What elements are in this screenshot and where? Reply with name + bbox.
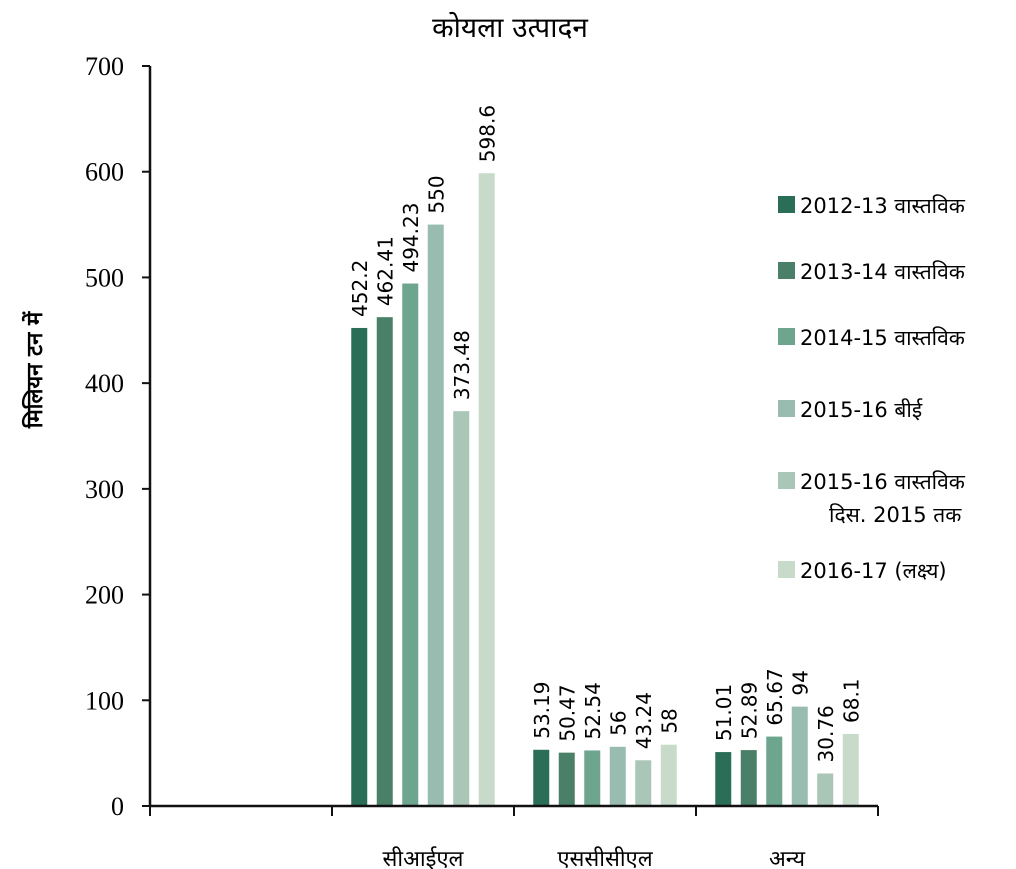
data-label: 68.1	[840, 678, 864, 723]
data-label: 53.19	[530, 682, 554, 739]
category-label: सीआईएल	[383, 846, 465, 869]
y-axis-ticks: 0 100 200 300 400 500 600 700	[85, 52, 152, 821]
data-label: 65.67	[763, 668, 787, 725]
bar	[453, 411, 470, 806]
category-label: अन्य	[769, 847, 806, 869]
bar	[635, 760, 652, 806]
data-label: 50.47	[556, 684, 580, 741]
data-label: 52.89	[738, 682, 762, 739]
bar	[402, 283, 419, 806]
legend-swatch	[778, 328, 795, 345]
data-label: 373.48	[450, 330, 474, 400]
bar	[842, 734, 859, 806]
y-tick-label: 600	[85, 158, 124, 187]
bars	[351, 173, 859, 807]
bar	[660, 744, 677, 806]
legend: 2012-13 वास्तविक 2013-14 वास्तविक 2014-15 …	[778, 194, 966, 583]
bar	[376, 317, 393, 806]
data-label: 51.01	[712, 684, 736, 741]
legend-label: 2013-14 वास्तविक	[800, 260, 966, 284]
bar	[715, 752, 732, 806]
legend-swatch	[778, 196, 795, 213]
y-tick-label: 200	[85, 581, 124, 610]
data-label: 494.23	[399, 203, 423, 273]
data-label: 58	[658, 708, 682, 733]
x-axis: सीआईएल एससीसीएल अन्य	[149, 804, 879, 869]
data-label: 452.2	[348, 260, 372, 317]
y-tick-label: 300	[85, 475, 124, 504]
bar	[427, 224, 444, 807]
legend-swatch	[778, 472, 795, 489]
chart-title: कोयला उत्पादन	[432, 11, 588, 44]
category-label: एससीसीएल	[557, 846, 653, 869]
data-label: 43.24	[632, 692, 656, 749]
legend-label: 2014-15 वास्तविक	[800, 326, 966, 350]
legend-label: 2015-16 बीई	[800, 398, 923, 422]
bar	[766, 736, 783, 806]
data-label: 598.6	[476, 105, 500, 162]
bar	[740, 750, 757, 806]
legend-label: 2015-16 वास्तविक	[800, 470, 966, 494]
bar	[584, 750, 601, 806]
y-tick-label: 400	[85, 369, 124, 398]
data-label: 462.41	[374, 236, 398, 306]
data-label: 94	[789, 670, 813, 695]
bar	[609, 746, 626, 806]
bar	[791, 706, 808, 806]
legend-label-line2: दिस. 2015 तक	[829, 503, 962, 527]
y-tick-label: 700	[85, 52, 124, 81]
legend-label: 2016-17 (लक्ष्य)	[800, 559, 947, 583]
y-tick-label: 0	[111, 792, 124, 821]
data-label: 550	[425, 175, 449, 213]
bar	[478, 173, 495, 807]
data-label: 30.76	[814, 705, 838, 762]
bar	[533, 749, 550, 806]
data-label: 52.54	[581, 682, 605, 739]
bar	[351, 327, 368, 806]
y-tick-label: 100	[85, 686, 124, 715]
legend-swatch	[778, 400, 795, 417]
legend-swatch	[778, 262, 795, 279]
legend-swatch	[778, 561, 795, 578]
bar	[558, 752, 575, 806]
y-tick-label: 500	[85, 263, 124, 292]
bar	[817, 773, 834, 806]
y-axis-label: मिलियन टन में	[21, 311, 48, 429]
legend-label: 2012-13 वास्तविक	[800, 194, 966, 218]
data-label: 56	[607, 710, 631, 735]
